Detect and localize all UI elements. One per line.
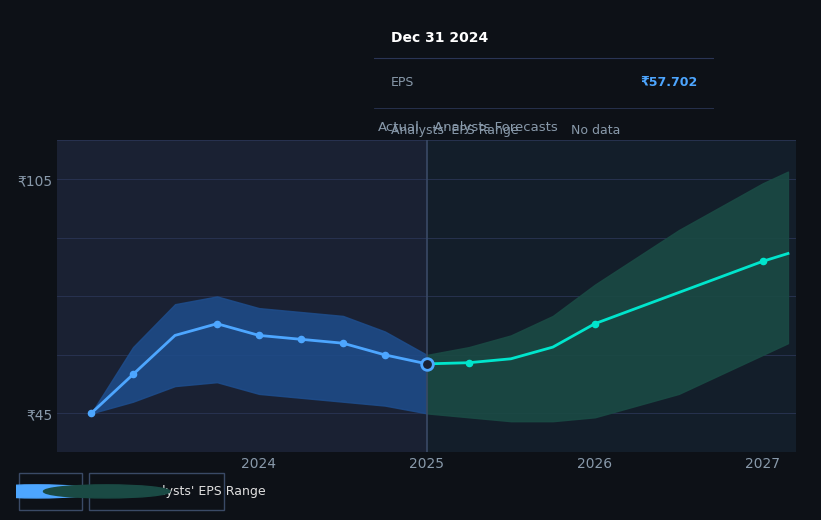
FancyBboxPatch shape	[19, 473, 82, 510]
Point	[126, 370, 140, 379]
Point	[252, 331, 265, 340]
Point	[85, 409, 98, 418]
Point	[756, 257, 769, 265]
Bar	[57, 140, 427, 452]
Bar	[427, 140, 796, 452]
Text: ₹57.702: ₹57.702	[640, 76, 697, 89]
Text: Actual: Actual	[378, 121, 420, 134]
Circle shape	[0, 485, 100, 498]
Text: Analysts' EPS Range: Analysts' EPS Range	[139, 485, 266, 498]
Text: Analysts' EPS Range: Analysts' EPS Range	[391, 124, 518, 137]
Text: Analysts Forecasts: Analysts Forecasts	[434, 121, 558, 134]
Point	[295, 335, 308, 344]
Point	[337, 339, 350, 347]
Point	[210, 319, 223, 328]
Text: No data: No data	[571, 124, 621, 137]
Point	[420, 360, 433, 368]
Text: Dec 31 2024: Dec 31 2024	[391, 31, 488, 45]
Point	[378, 350, 392, 359]
FancyBboxPatch shape	[89, 473, 224, 510]
Circle shape	[44, 485, 170, 498]
Text: EPS: EPS	[391, 76, 414, 89]
Text: EPS: EPS	[68, 485, 92, 498]
Point	[589, 319, 602, 328]
Point	[462, 359, 475, 367]
